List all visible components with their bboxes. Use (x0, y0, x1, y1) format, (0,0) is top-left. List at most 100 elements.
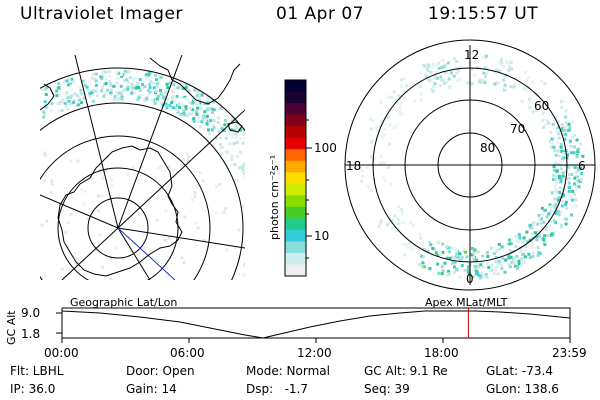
emission-pixel (70, 77, 74, 81)
emission-pixel (437, 66, 441, 70)
emission-pixel (143, 99, 147, 102)
emission-pixel (533, 223, 537, 226)
emission-pixel (470, 247, 474, 250)
emission-pixel (480, 80, 484, 83)
emission-pixel (543, 243, 547, 246)
emission-pixel (427, 78, 431, 82)
emission-pixel (467, 265, 471, 269)
emission-pixel (381, 135, 385, 139)
emission-pixel (554, 178, 558, 181)
emission-pixel (496, 81, 500, 85)
emission-pixel (386, 107, 390, 111)
emission-pixel (503, 270, 507, 274)
emission-pixel (433, 82, 437, 86)
timeline-right-label: Apex MLat/MLT (425, 296, 508, 309)
emission-pixel (564, 115, 568, 119)
emission-pixel (559, 223, 563, 227)
emission-pixel (78, 86, 82, 89)
geographic-image[interactable] (0, 55, 278, 388)
emission-pixel (552, 231, 556, 235)
emission-pixel (108, 79, 112, 83)
emission-pixel (390, 218, 394, 222)
emission-pixel (109, 93, 113, 97)
emission-pixel (510, 67, 513, 71)
emission-pixel (452, 74, 456, 78)
emission-pixel (539, 101, 543, 105)
emission-pixel (418, 233, 422, 236)
emission-pixel (216, 120, 220, 124)
emission-pixel (573, 166, 577, 170)
emission-pixel (556, 120, 560, 124)
emission-pixel (480, 261, 484, 265)
emission-pixel (153, 101, 157, 105)
emission-pixel (427, 240, 431, 244)
emission-pixel (503, 87, 507, 91)
emission-pixel (374, 126, 378, 130)
emission-pixel (577, 167, 581, 171)
colorbar-cell (285, 103, 306, 116)
emission-pixel (404, 89, 408, 93)
emission-pixel (466, 268, 470, 272)
polar-mlt-plot[interactable]: 12 18 6 0 60 70 80 (344, 39, 596, 291)
emission-pixel (394, 222, 398, 225)
emission-pixel (57, 82, 61, 86)
emission-pixel (136, 98, 140, 102)
emission-pixel (181, 157, 185, 161)
emission-pixel (209, 119, 213, 123)
emission-pixel (428, 267, 432, 271)
emission-pixel (112, 97, 116, 101)
emission-pixel (79, 89, 83, 92)
emission-pixel (430, 254, 434, 258)
emission-pixel (166, 104, 170, 108)
emission-pixel (164, 260, 168, 264)
emission-pixel (514, 235, 518, 238)
x-tick-2359: 23:59 (552, 346, 587, 360)
emission-pixel (517, 259, 521, 263)
emission-pixel (119, 84, 123, 88)
emission-pixel (128, 279, 132, 280)
emission-pixel (560, 204, 564, 208)
emission-pixel (557, 196, 561, 200)
emission-pixel (538, 252, 542, 256)
emission-pixel (82, 96, 86, 100)
emission-pixel (183, 215, 187, 219)
emission-pixel (100, 77, 104, 81)
colorbar-cell (285, 195, 306, 208)
emission-pixel (575, 138, 579, 142)
emission-pixel (557, 132, 560, 136)
emission-pixel (133, 219, 137, 223)
emission-pixel (542, 125, 546, 129)
emission-pixel (573, 192, 576, 196)
emission-pixel (223, 123, 227, 127)
emission-pixel (136, 81, 140, 85)
emission-pixel (500, 245, 504, 249)
emission-pixel (120, 90, 124, 94)
emission-pixel (573, 133, 577, 137)
emission-pixel (105, 77, 108, 81)
emission-pixel (187, 155, 190, 159)
status-dsp: Dsp: -1.7 (246, 382, 309, 396)
emission-pixel (436, 253, 440, 257)
emission-pixel (99, 75, 103, 79)
emission-pixel (460, 264, 464, 267)
emission-pixel (453, 57, 456, 61)
emission-pixel (235, 136, 239, 140)
emission-pixel (220, 146, 224, 149)
emission-pixel (109, 81, 113, 85)
emission-pixel (196, 106, 199, 110)
emission-pixel (106, 70, 110, 74)
emission-pixel (192, 97, 196, 101)
orbit-timeline[interactable]: Geographic Lat/Lon Apex MLat/MLT 9.0 1.8… (5, 296, 587, 360)
emission-pixel (438, 84, 442, 88)
emission-pixel (145, 76, 149, 80)
emission-pixel (383, 178, 387, 182)
emission-pixel (475, 258, 479, 262)
emission-pixel (538, 216, 542, 220)
emission-pixel (508, 65, 512, 69)
emission-pixel (542, 111, 545, 115)
altitude-curve (61, 310, 571, 339)
emission-pixel (531, 251, 535, 255)
emission-pixel (156, 81, 160, 85)
emission-pixel (505, 60, 508, 64)
mlt-label-6: 6 (578, 159, 586, 173)
